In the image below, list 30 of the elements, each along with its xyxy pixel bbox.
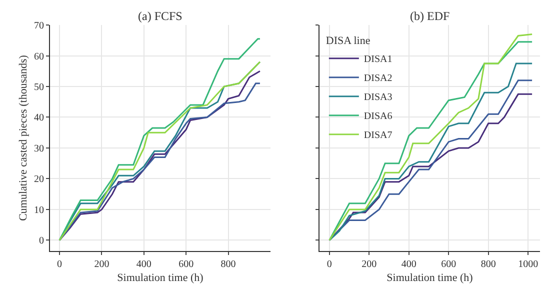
x-tick-label: 400 bbox=[136, 259, 152, 270]
legend-title: DISA line bbox=[326, 34, 370, 47]
y-tick-label: 50 bbox=[34, 82, 44, 93]
chart-title: (a) FCFS bbox=[138, 9, 182, 23]
x-axis-title: Simulation time (h) bbox=[117, 272, 204, 284]
x-tick-label: 600 bbox=[178, 259, 194, 270]
chart-title: (b) EDF bbox=[410, 9, 450, 23]
legend-label: DISA1 bbox=[364, 54, 392, 66]
x-tick-label: 1000 bbox=[518, 259, 538, 270]
x-tick-label: 400 bbox=[401, 259, 416, 270]
y-tick-label: 20 bbox=[34, 174, 44, 186]
legend-label: DISA3 bbox=[364, 92, 392, 104]
y-tick-label: 70 bbox=[34, 20, 44, 32]
y-tick-label: 10 bbox=[34, 204, 44, 216]
y-tick-label: 0 bbox=[39, 236, 44, 247]
x-tick-label: 800 bbox=[220, 259, 236, 270]
legend-label: DISA7 bbox=[364, 130, 392, 142]
legend-label: DISA2 bbox=[364, 73, 392, 84]
y-tick-label: 30 bbox=[34, 143, 44, 154]
x-tick-label: 200 bbox=[362, 259, 377, 270]
x-tick-label: 800 bbox=[480, 259, 496, 270]
x-axis-title: Simulation time (h) bbox=[386, 272, 474, 284]
x-tick-label: 600 bbox=[441, 259, 456, 270]
x-tick-label: 0 bbox=[326, 259, 332, 270]
legend-label: DISA6 bbox=[364, 111, 392, 122]
x-tick-label: 0 bbox=[57, 259, 62, 270]
y-axis-title: Cumulative casted pieces (thousands) bbox=[18, 54, 30, 221]
y-tick-label: 60 bbox=[34, 51, 44, 62]
y-tick-label: 40 bbox=[34, 112, 44, 124]
x-tick-label: 200 bbox=[94, 259, 110, 270]
